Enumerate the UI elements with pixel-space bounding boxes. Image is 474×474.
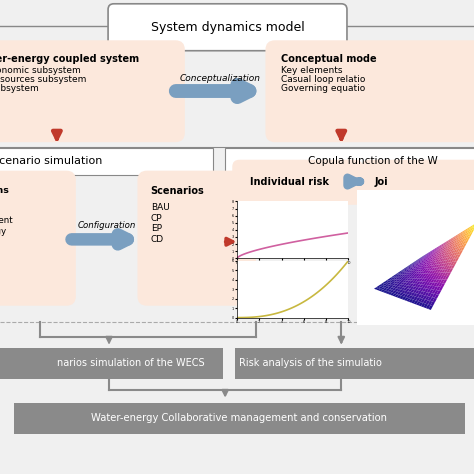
FancyBboxPatch shape: [108, 4, 347, 51]
Text: Governing equatio: Governing equatio: [281, 84, 365, 92]
Text: Key elements: Key elements: [281, 66, 342, 74]
Bar: [225, 148, 474, 175]
Text: Configuration: Configuration: [77, 221, 136, 229]
Text: BAU: BAU: [151, 203, 170, 211]
Text: narios simulation of the WECS: narios simulation of the WECS: [57, 358, 204, 368]
Text: CP: CP: [151, 214, 163, 222]
Text: resources subsystem: resources subsystem: [0, 75, 86, 83]
Text: ment: ment: [0, 216, 13, 225]
Text: Water-energy Collaborative management and conservation: Water-energy Collaborative management an…: [91, 412, 387, 423]
FancyBboxPatch shape: [362, 160, 474, 205]
Text: Conceptual mode: Conceptual mode: [281, 54, 376, 64]
Text: subsystem: subsystem: [0, 84, 39, 92]
Text: EP: EP: [151, 225, 162, 233]
Text: Scenarios: Scenarios: [151, 186, 204, 197]
Text: Risk analysis of the simulatio: Risk analysis of the simulatio: [239, 358, 382, 368]
Text: Scenario simulation: Scenario simulation: [0, 156, 102, 166]
Text: Individual risk: Individual risk: [250, 176, 329, 187]
FancyBboxPatch shape: [137, 171, 256, 306]
Text: Casual loop relatio: Casual loop relatio: [281, 75, 365, 83]
FancyBboxPatch shape: [265, 40, 474, 142]
FancyBboxPatch shape: [0, 40, 185, 142]
Text: CD: CD: [151, 236, 164, 244]
Text: conomic subsystem: conomic subsystem: [0, 66, 80, 74]
Bar: [0, 148, 213, 175]
Bar: [0, 348, 223, 379]
Text: ons: ons: [0, 186, 9, 195]
Text: ter-energy coupled system: ter-energy coupled system: [0, 54, 138, 64]
Bar: [14, 403, 465, 434]
Bar: [235, 348, 474, 379]
Text: ogy: ogy: [0, 227, 7, 236]
Text: Copula function of the W: Copula function of the W: [308, 156, 438, 166]
FancyBboxPatch shape: [0, 171, 76, 306]
FancyBboxPatch shape: [232, 160, 363, 205]
Text: Conceptualization: Conceptualization: [180, 74, 261, 82]
Text: Joi: Joi: [374, 176, 388, 187]
Text: System dynamics model: System dynamics model: [151, 20, 304, 34]
